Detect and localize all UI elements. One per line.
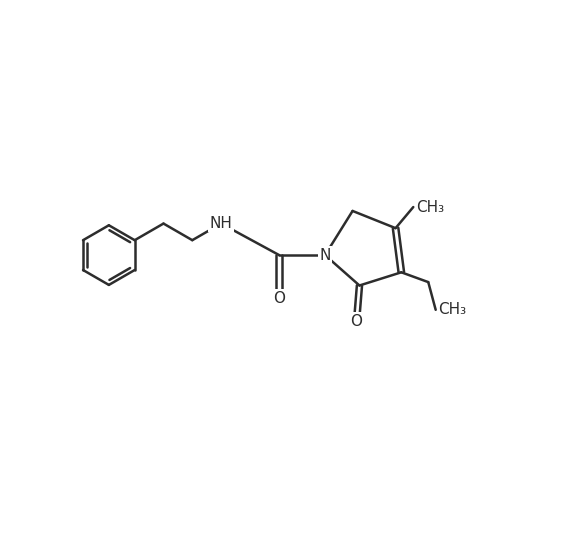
Text: NH: NH [210,216,233,231]
Text: CH₃: CH₃ [416,199,444,214]
Text: CH₃: CH₃ [438,302,467,317]
Text: O: O [351,314,362,329]
Text: N: N [320,248,331,263]
Text: O: O [273,291,285,306]
